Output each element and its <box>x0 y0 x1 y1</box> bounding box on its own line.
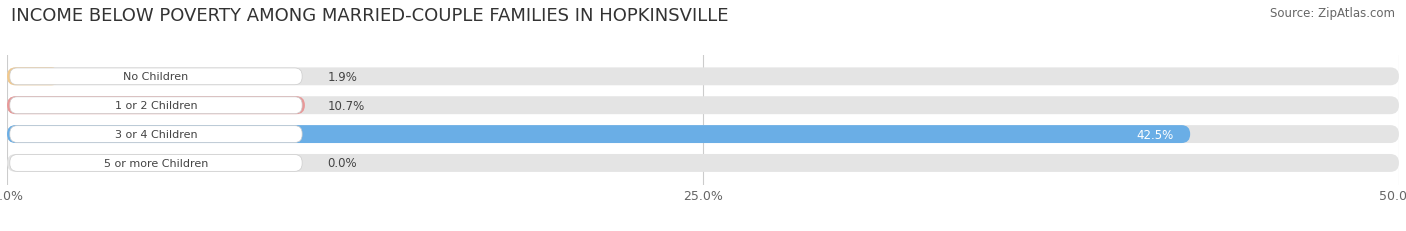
Text: 42.5%: 42.5% <box>1136 128 1174 141</box>
FancyBboxPatch shape <box>7 126 1191 143</box>
FancyBboxPatch shape <box>7 97 1399 115</box>
FancyBboxPatch shape <box>10 97 302 114</box>
Text: 1.9%: 1.9% <box>328 70 357 83</box>
FancyBboxPatch shape <box>7 68 1399 86</box>
Text: 0.0%: 0.0% <box>328 157 357 170</box>
Text: Source: ZipAtlas.com: Source: ZipAtlas.com <box>1270 7 1395 20</box>
Text: 5 or more Children: 5 or more Children <box>104 158 208 168</box>
FancyBboxPatch shape <box>7 97 305 115</box>
FancyBboxPatch shape <box>7 154 1399 172</box>
FancyBboxPatch shape <box>10 155 302 172</box>
FancyBboxPatch shape <box>10 69 302 85</box>
FancyBboxPatch shape <box>7 126 1399 143</box>
Text: 3 or 4 Children: 3 or 4 Children <box>115 130 197 140</box>
Text: 10.7%: 10.7% <box>328 99 364 112</box>
FancyBboxPatch shape <box>10 126 302 143</box>
Text: No Children: No Children <box>124 72 188 82</box>
Text: 1 or 2 Children: 1 or 2 Children <box>115 101 197 111</box>
Text: INCOME BELOW POVERTY AMONG MARRIED-COUPLE FAMILIES IN HOPKINSVILLE: INCOME BELOW POVERTY AMONG MARRIED-COUPL… <box>11 7 728 25</box>
FancyBboxPatch shape <box>7 68 60 86</box>
